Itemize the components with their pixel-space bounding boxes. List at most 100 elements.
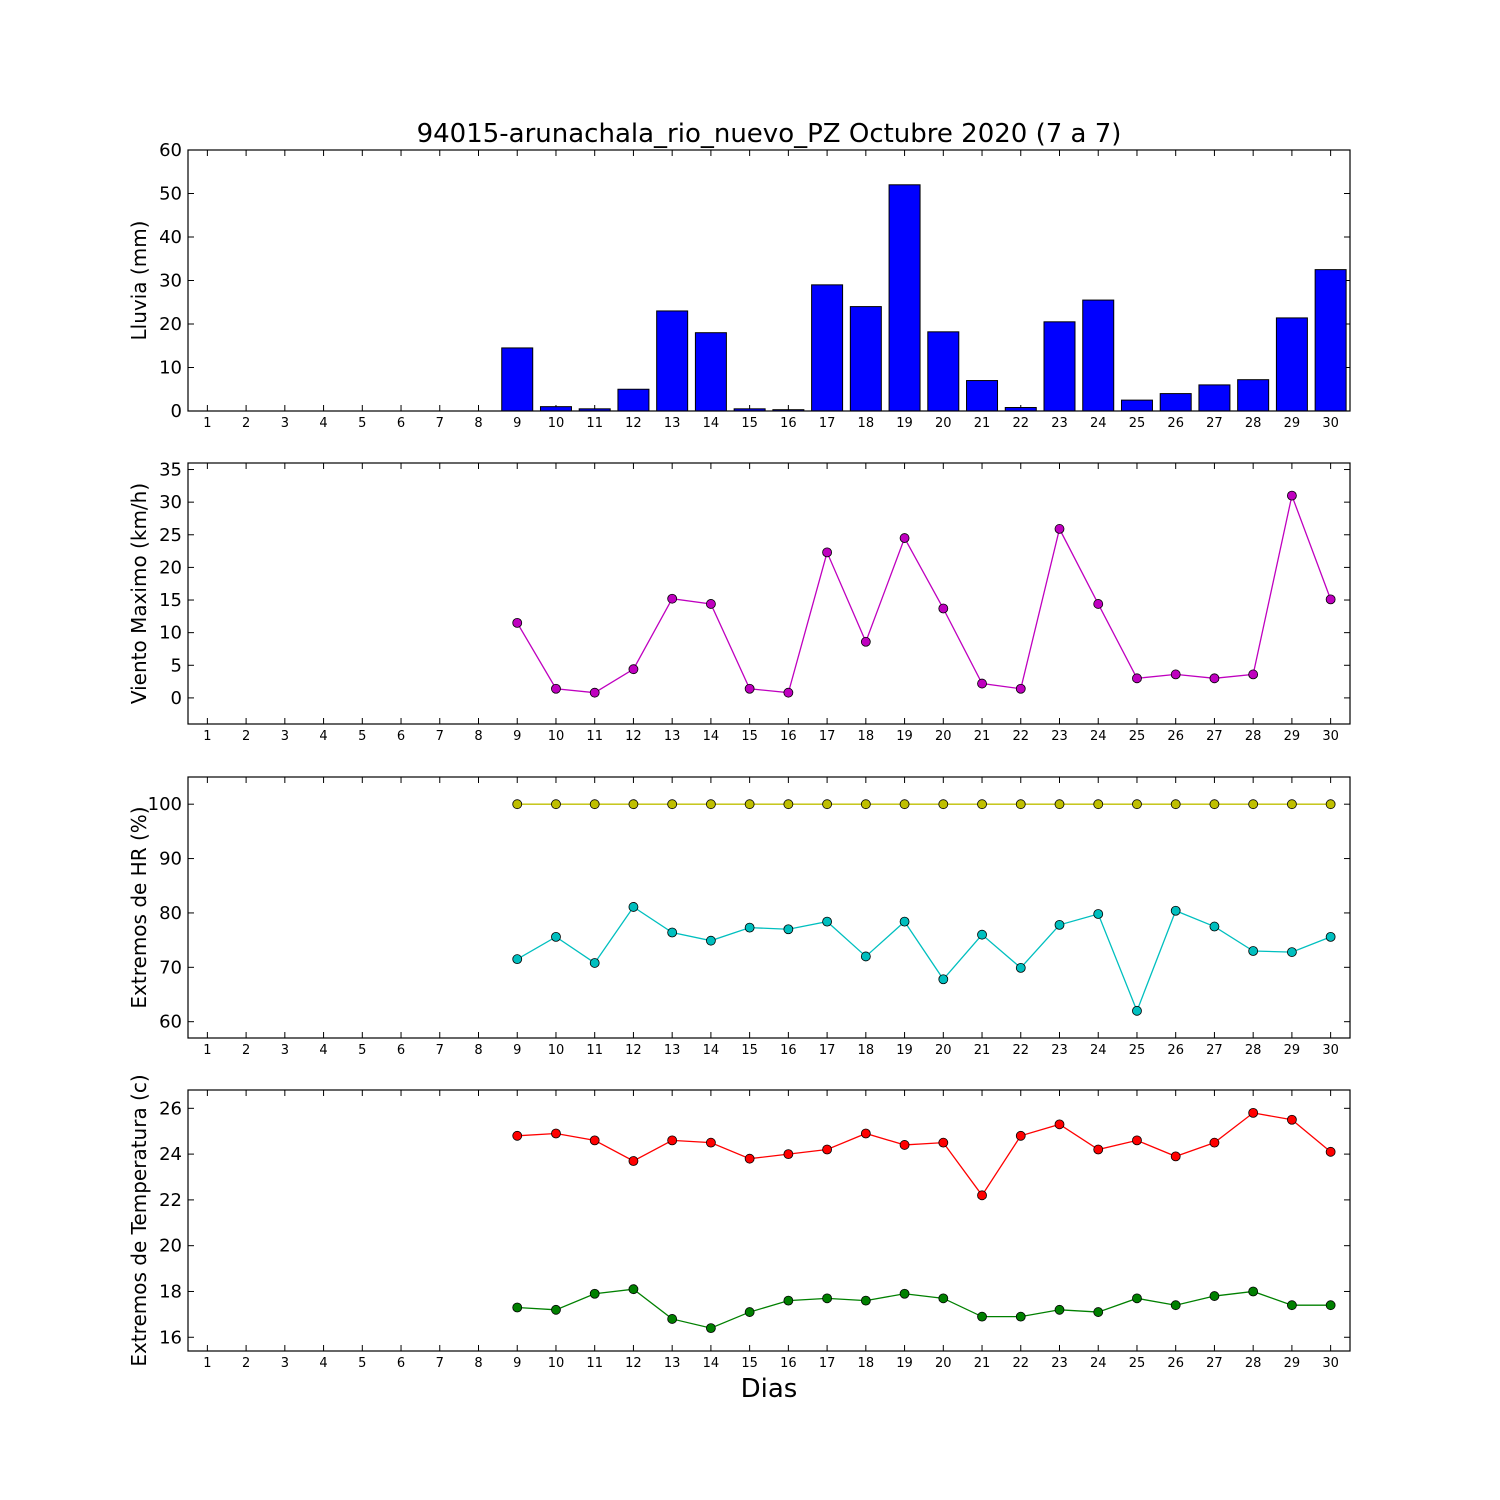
hr-ytick-label: 90: [159, 849, 182, 870]
temperatura-series-0-point: [1093, 1144, 1104, 1155]
viento-series-0-point: [1325, 594, 1336, 605]
viento-series-0-point: [1170, 669, 1181, 680]
lluvia-xtick-label: 4: [319, 416, 327, 431]
hr-series-1-point: [1248, 946, 1259, 956]
temperatura-xtick-label: 27: [1206, 1356, 1223, 1371]
temperatura-xtick-label: 8: [474, 1356, 482, 1371]
viento-series-0-line: [516, 493, 1332, 694]
temperatura-series-1-point: [822, 1293, 832, 1304]
hr-series-1-point: [1287, 947, 1297, 957]
hr-series-1-point: [1209, 921, 1220, 932]
viento-series-0-point: [977, 678, 987, 689]
temperatura-series-1-point: [744, 1307, 755, 1317]
hr-xtick-label: 15: [741, 1043, 758, 1058]
viento-xtick-label: 5: [358, 729, 366, 744]
hr-xtick-label: 13: [664, 1043, 681, 1058]
lluvia-xtick-label: 21: [974, 416, 991, 431]
viento-series-0-point: [589, 687, 600, 698]
hr-series-1-point: [1015, 962, 1026, 973]
temperatura-series-1-point: [551, 1304, 561, 1315]
viento-series-0-point: [860, 636, 871, 647]
viento-series-0-point: [1248, 669, 1259, 680]
lluvia-bar: [1314, 269, 1347, 412]
viento-xtick-label: 2: [242, 729, 250, 744]
temperatura-ytick-label: 20: [159, 1236, 182, 1257]
hr-series-1-line: [516, 906, 1331, 1013]
viento-xtick-label: 19: [896, 729, 913, 744]
lluvia-xtick-label: 18: [858, 416, 875, 431]
lluvia-ytick-label: 40: [159, 227, 182, 248]
temperatura-xtick-label: 14: [703, 1356, 720, 1371]
hr-xtick-label: 11: [586, 1043, 603, 1058]
hr-xtick-label: 18: [858, 1043, 875, 1058]
viento-xtick-label: 14: [703, 729, 720, 744]
temperatura-ytick-label: 24: [159, 1144, 182, 1165]
temperatura-series-0-point: [938, 1137, 949, 1148]
lluvia-ytick-label: 0: [171, 401, 182, 422]
temperatura-series-1-point: [1325, 1300, 1336, 1311]
hr-series-0-point: [1093, 799, 1104, 810]
hr-series-1-point: [1093, 909, 1104, 919]
temperatura-series-1-point: [783, 1295, 794, 1306]
hr-series-0-point: [628, 799, 639, 810]
lluvia-xtick-label: 10: [548, 416, 565, 431]
temperatura-xtick-label: 23: [1051, 1356, 1068, 1371]
hr-series-0-point: [860, 799, 871, 810]
hr-xtick-label: 26: [1167, 1043, 1184, 1058]
temperatura-series-0-point: [512, 1130, 523, 1141]
temperatura-series-0-point: [551, 1128, 561, 1139]
hr-ytick-label: 70: [159, 957, 182, 978]
hr-ytick-label: 100: [148, 794, 182, 815]
viento-xtick-label: 3: [281, 729, 289, 744]
lluvia-ytick-label: 30: [159, 271, 182, 292]
hr-ytick-label: 80: [159, 903, 182, 924]
lluvia-xtick-label: 28: [1245, 416, 1262, 431]
viento-frame: [187, 462, 1351, 725]
hr-series-1-point: [1054, 920, 1065, 930]
temperatura-series-1-point: [1209, 1291, 1220, 1301]
viento-xtick-label: 4: [319, 729, 327, 744]
lluvia-xtick-label: 7: [436, 416, 444, 431]
lluvia-xtick-label: 2: [242, 416, 250, 431]
temperatura-series-0-point: [744, 1153, 755, 1164]
temperatura-series-0-point: [1248, 1107, 1259, 1118]
temperatura-series-1-point: [1287, 1300, 1297, 1311]
hr-series-0-point: [589, 799, 600, 810]
lluvia-ytick-label: 60: [159, 140, 182, 161]
viento-ytick-label: 5: [171, 655, 182, 676]
viento-series-0-point: [628, 664, 639, 675]
temperatura-xtick-label: 28: [1245, 1356, 1262, 1371]
hr-series-1-point: [667, 927, 678, 938]
viento-xtick-label: 27: [1206, 729, 1223, 744]
temperatura-ytick-label: 16: [159, 1327, 182, 1348]
hr-xtick-label: 23: [1051, 1043, 1068, 1058]
viento-xtick-label: 9: [513, 729, 521, 744]
viento-xtick-label: 17: [819, 729, 836, 744]
lluvia-xtick-label: 17: [819, 416, 836, 431]
viento-series-0-point: [899, 533, 910, 543]
lluvia-bar: [1275, 317, 1308, 412]
temperatura-series-1-point: [1015, 1311, 1026, 1322]
hr-xtick-label: 17: [819, 1043, 836, 1058]
viento-ytick-label: 10: [159, 623, 182, 644]
hr-frame: [187, 776, 1351, 1039]
temperatura-frame: [187, 1089, 1351, 1352]
hr-xtick-label: 20: [935, 1043, 952, 1058]
viento-xtick-label: 1: [203, 729, 211, 744]
viento-xtick-label: 24: [1090, 729, 1107, 744]
viento-xtick-label: 11: [586, 729, 603, 744]
lluvia-xtick-label: 23: [1051, 416, 1068, 431]
viento-xtick-label: 26: [1167, 729, 1184, 744]
hr-xtick-label: 22: [1012, 1043, 1029, 1058]
lluvia-ytick-label: 50: [159, 184, 182, 205]
temperatura-xtick-label: 26: [1167, 1356, 1184, 1371]
hr-series-0-point: [551, 799, 561, 810]
temperatura-series-1-point: [1093, 1307, 1104, 1317]
temperatura-series-0-point: [860, 1128, 871, 1139]
temperatura-xtick-label: 6: [397, 1356, 405, 1371]
viento-ylabel: Viento Maximo (km/h): [127, 483, 151, 704]
viento-series-0-point: [938, 603, 949, 614]
lluvia-bar: [539, 406, 572, 412]
